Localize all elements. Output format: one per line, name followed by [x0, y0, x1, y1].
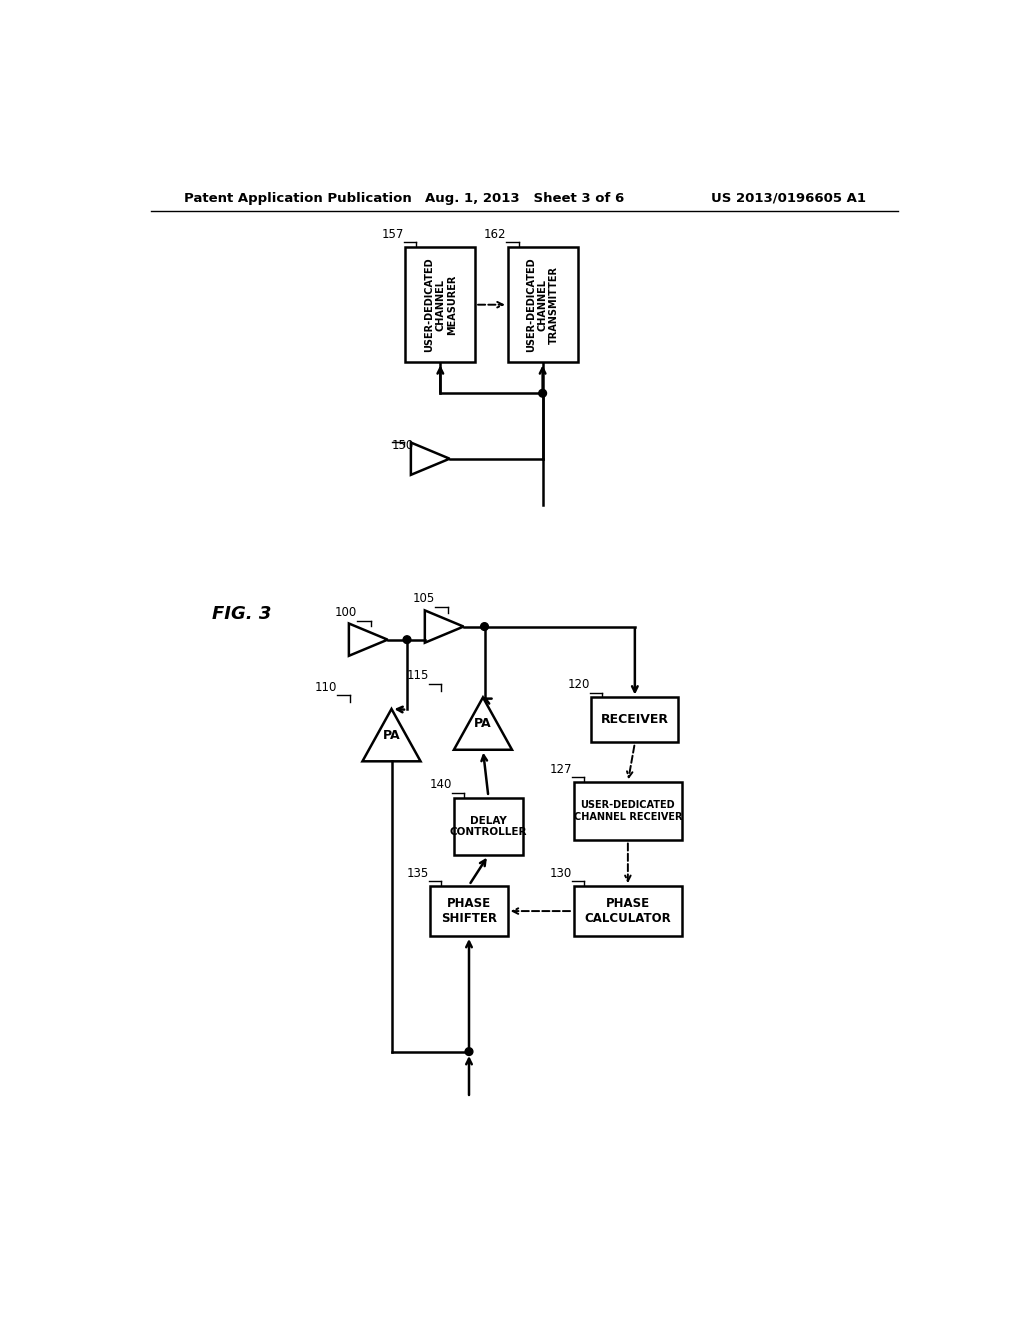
Text: 120: 120 — [567, 678, 590, 692]
Text: USER-DEDICATED
CHANNEL RECEIVER: USER-DEDICATED CHANNEL RECEIVER — [573, 800, 682, 822]
Text: 140: 140 — [430, 779, 452, 792]
Text: 100: 100 — [335, 606, 357, 619]
Bar — [430, 886, 508, 936]
Text: 130: 130 — [550, 867, 572, 880]
Text: 157: 157 — [382, 228, 403, 240]
Bar — [508, 247, 578, 363]
Bar — [454, 797, 523, 855]
Text: PA: PA — [474, 717, 492, 730]
Circle shape — [403, 636, 411, 644]
Bar — [592, 697, 678, 742]
Text: 150: 150 — [391, 440, 414, 453]
Bar — [573, 781, 682, 840]
Text: Aug. 1, 2013   Sheet 3 of 6: Aug. 1, 2013 Sheet 3 of 6 — [425, 191, 625, 205]
Circle shape — [480, 623, 488, 631]
Text: 135: 135 — [407, 867, 429, 880]
Text: RECEIVER: RECEIVER — [601, 713, 669, 726]
Text: US 2013/0196605 A1: US 2013/0196605 A1 — [711, 191, 866, 205]
Text: DELAY
CONTROLLER: DELAY CONTROLLER — [450, 816, 527, 837]
Text: 105: 105 — [413, 591, 435, 605]
Circle shape — [465, 1048, 473, 1056]
Bar — [573, 886, 682, 936]
Text: PHASE
CALCULATOR: PHASE CALCULATOR — [585, 898, 672, 925]
Text: 127: 127 — [550, 763, 572, 776]
Circle shape — [539, 389, 547, 397]
Text: 162: 162 — [483, 228, 506, 240]
Text: 110: 110 — [314, 681, 337, 693]
Text: Patent Application Publication: Patent Application Publication — [183, 191, 412, 205]
Text: 115: 115 — [407, 669, 429, 682]
Text: USER-DEDICATED
CHANNEL
MEASURER: USER-DEDICATED CHANNEL MEASURER — [424, 257, 457, 352]
Text: FIG. 3: FIG. 3 — [212, 605, 271, 623]
Text: USER-DEDICATED
CHANNEL
TRANSMITTER: USER-DEDICATED CHANNEL TRANSMITTER — [526, 257, 559, 352]
Bar — [406, 247, 475, 363]
Text: PA: PA — [383, 729, 400, 742]
Text: PHASE
SHIFTER: PHASE SHIFTER — [441, 898, 497, 925]
